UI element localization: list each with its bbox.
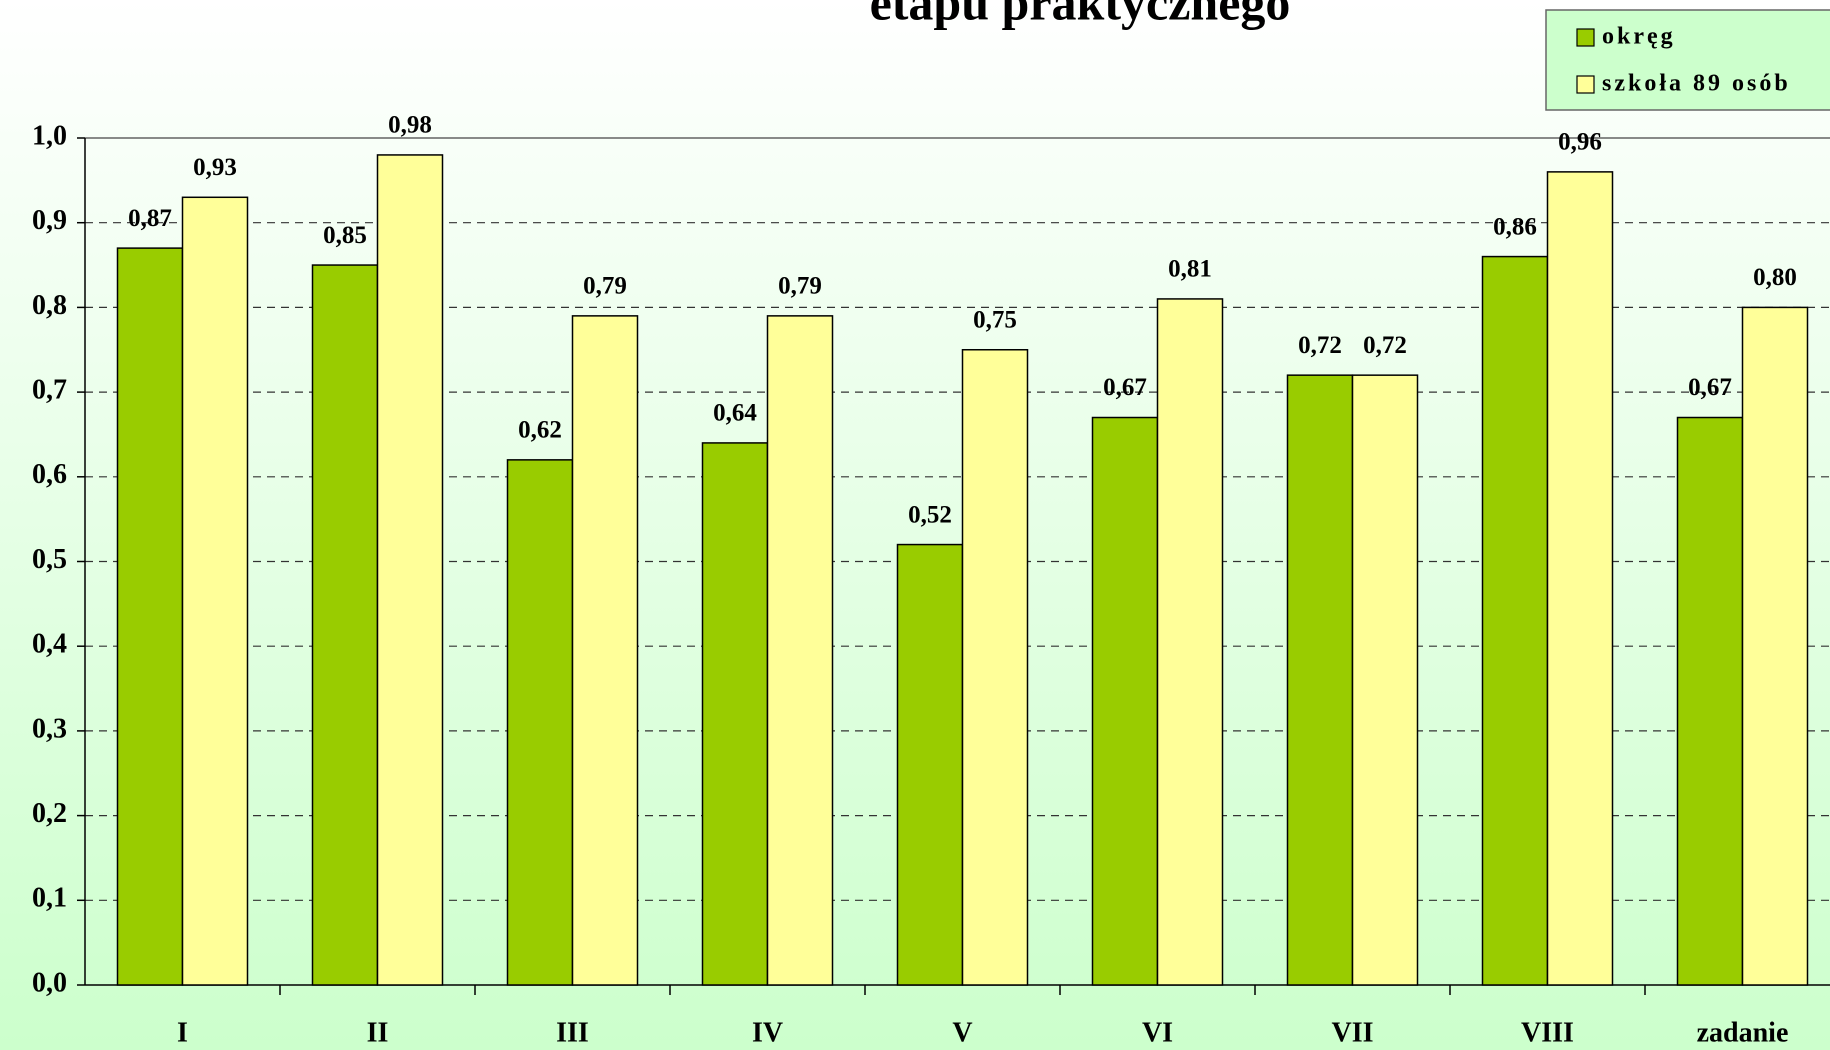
value-label: 0,93 <box>193 154 237 181</box>
value-label: 0,67 <box>1103 374 1147 401</box>
y-tick-label: 1,0 <box>32 120 67 151</box>
legend-swatch <box>1576 28 1595 47</box>
x-tick-label: III <box>556 1017 589 1048</box>
y-tick-label: 0,7 <box>32 375 67 406</box>
legend: okręg szkoła 89 osób <box>1545 9 1830 111</box>
value-label: 0,80 <box>1753 264 1797 291</box>
value-label: 0,86 <box>1493 213 1537 240</box>
value-label: 0,64 <box>713 400 757 427</box>
bar <box>1286 374 1354 986</box>
value-label: 0,75 <box>973 306 1017 333</box>
bar <box>766 315 834 986</box>
bar <box>1741 306 1809 986</box>
bar <box>311 264 379 986</box>
value-label: 0,85 <box>323 222 367 249</box>
value-label: 0,79 <box>778 273 822 300</box>
bar <box>961 349 1029 986</box>
value-label: 0,67 <box>1688 374 1732 401</box>
y-tick-label: 0,5 <box>32 544 67 575</box>
y-tick-label: 0,8 <box>32 290 67 321</box>
value-label: 0,87 <box>128 205 172 232</box>
value-label: 0,52 <box>908 501 952 528</box>
x-tick-label: zadanie <box>1697 1017 1789 1048</box>
value-label: 0,72 <box>1363 332 1407 359</box>
y-tick-label: 0,1 <box>32 883 67 914</box>
x-tick-label: VII <box>1331 1017 1373 1048</box>
y-tick-label: 0,9 <box>32 205 67 236</box>
bar <box>1676 416 1744 986</box>
chart-title: etapu praktycznego <box>870 0 1291 30</box>
bar <box>896 543 964 986</box>
value-label: 0,62 <box>518 417 562 444</box>
y-tick-label: 0,2 <box>32 798 67 829</box>
bar <box>376 154 444 986</box>
x-tick-label: II <box>367 1017 389 1048</box>
bar <box>1546 171 1614 986</box>
value-label: 0,96 <box>1558 129 1602 156</box>
bar <box>571 315 639 986</box>
bar <box>506 459 574 986</box>
bar <box>701 442 769 986</box>
value-label: 0,72 <box>1298 332 1342 359</box>
y-tick-label: 0,0 <box>32 967 67 998</box>
value-label: 0,79 <box>583 273 627 300</box>
value-label: 0,81 <box>1168 256 1212 283</box>
bar <box>1351 374 1419 986</box>
bar <box>116 247 184 986</box>
y-tick-label: 0,3 <box>32 713 67 744</box>
value-label: 0,98 <box>388 112 432 139</box>
x-tick-label: I <box>177 1017 188 1048</box>
bar <box>1091 416 1159 986</box>
bar <box>1156 298 1224 986</box>
bar <box>181 196 249 986</box>
y-tick-label: 0,4 <box>32 629 67 660</box>
legend-label: szkoła 89 osób <box>1602 71 1791 97</box>
x-tick-label: VI <box>1142 1017 1173 1048</box>
x-tick-label: IV <box>752 1017 783 1048</box>
legend-label: okręg <box>1602 24 1676 50</box>
bar <box>1481 255 1549 986</box>
y-tick-label: 0,6 <box>32 459 67 490</box>
legend-swatch <box>1576 75 1595 94</box>
x-tick-label: V <box>952 1017 972 1048</box>
x-tick-label: VIII <box>1521 1017 1574 1048</box>
